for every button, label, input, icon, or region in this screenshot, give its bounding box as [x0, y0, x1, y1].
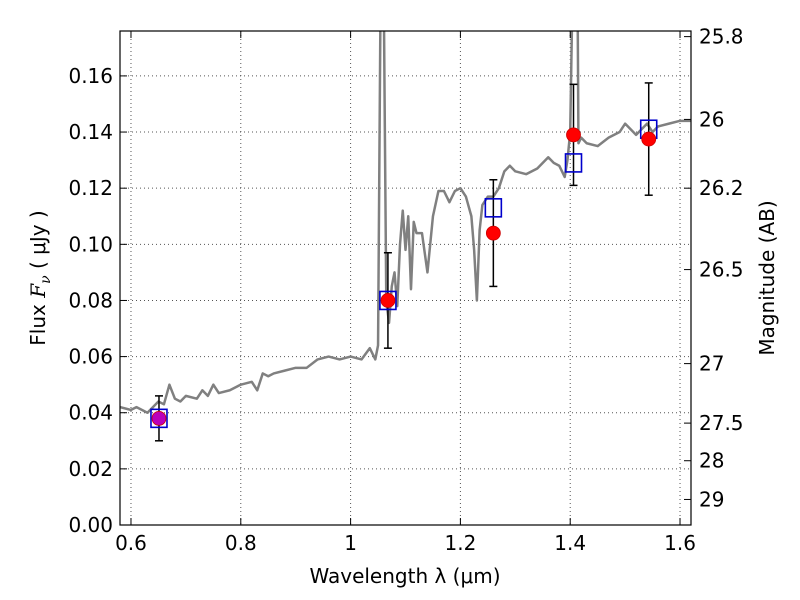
x-tick-label: 1.6 [664, 531, 696, 555]
y-axis-label-prefix: Flux [26, 298, 50, 346]
plot-background [120, 31, 691, 525]
model-photometry-box [564, 153, 583, 173]
points [150, 82, 658, 442]
observed-point [380, 293, 396, 308]
observed-point [485, 225, 501, 241]
plot-frame [119, 30, 692, 526]
y-tick-label: 0.12 [68, 176, 113, 200]
x-tick-label: 1.2 [444, 531, 476, 555]
y2-tick-label: 27 [699, 352, 724, 376]
y-tick-label: 0.08 [68, 288, 113, 312]
y-tick-label: 0.04 [68, 401, 113, 425]
x-axis-label: Wavelength λ (μm) [309, 564, 500, 588]
y-axis-label-symbol: F [26, 283, 50, 299]
y2-tick-label: 26.5 [699, 258, 744, 282]
y-tick-label: 0.10 [68, 232, 113, 256]
model-photometry-box [484, 198, 503, 218]
model-spectrum-line [120, 31, 691, 414]
observed-point [566, 127, 581, 143]
y2-tick-label: 27.5 [699, 411, 744, 435]
y-tick-label: 0.06 [68, 345, 113, 369]
observed-point [641, 131, 657, 147]
axes: 0.6 0.8 1 1.2 1.4 1.6 0.00 0.02 0.04 0.06 0.08 0.10… [68, 25, 743, 555]
y-tick-label: 0.02 [68, 457, 113, 481]
y2-tick-label: 25.8 [699, 25, 744, 49]
y-tick-label: 0.14 [68, 120, 113, 144]
observed-point [151, 410, 167, 426]
y2-tick-label: 26.2 [699, 176, 744, 200]
model-photometry-box [379, 290, 397, 311]
x-tick-label: 1 [344, 531, 357, 555]
x-tick-label: 0.8 [225, 531, 257, 555]
y-axis-label-suffix: ( μJy ) [26, 210, 50, 275]
y-axis-label: Flux Fν ( μJy ) [26, 210, 54, 345]
y2-tick-label: 28 [699, 449, 724, 473]
y-axis-label-subscript: ν [38, 275, 54, 284]
y2-tick-label: 26 [699, 107, 724, 131]
model-photometry-box [150, 408, 168, 429]
y-tick-label: 0.16 [68, 64, 113, 88]
y2-axis-label: Magnitude (AB) [755, 200, 779, 355]
y-tick-label: 0.00 [68, 513, 113, 537]
x-tick-label: 0.6 [115, 531, 147, 555]
x-tick-label: 1.4 [554, 531, 586, 555]
y2-tick-label: 29 [699, 487, 724, 511]
series [120, 31, 691, 414]
